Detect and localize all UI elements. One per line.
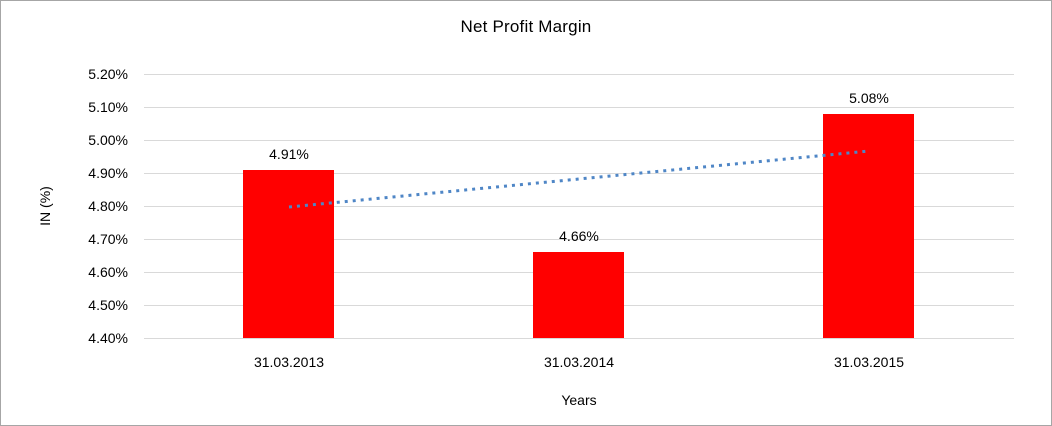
bar-2014 xyxy=(533,252,624,338)
y-tick-label: 4.50% xyxy=(88,297,128,313)
x-axis-title: Years xyxy=(561,392,597,408)
bar-2013 xyxy=(243,170,334,338)
bar-2015 xyxy=(823,114,914,338)
data-label-2015: 5.08% xyxy=(849,90,889,106)
y-tick-label: 4.90% xyxy=(88,165,128,181)
y-tick-label: 4.40% xyxy=(88,330,128,346)
y-tick-label: 4.60% xyxy=(88,264,128,280)
x-tick-label-2013: 31.03.2013 xyxy=(253,354,325,370)
y-tick-label: 5.20% xyxy=(88,66,128,82)
y-tick-label: 5.10% xyxy=(88,99,128,115)
x-tick-label-2015: 31.03.2015 xyxy=(833,354,905,370)
data-label-2014: 4.66% xyxy=(559,228,599,244)
y-tick-label: 5.00% xyxy=(88,132,128,148)
y-tick-label: 4.70% xyxy=(88,231,128,247)
y-tick-label: 4.80% xyxy=(88,198,128,214)
chart-title: Net Profit Margin xyxy=(460,17,592,36)
x-tick-label-2014: 31.03.2014 xyxy=(543,354,615,370)
data-label-2013: 4.91% xyxy=(269,146,309,162)
